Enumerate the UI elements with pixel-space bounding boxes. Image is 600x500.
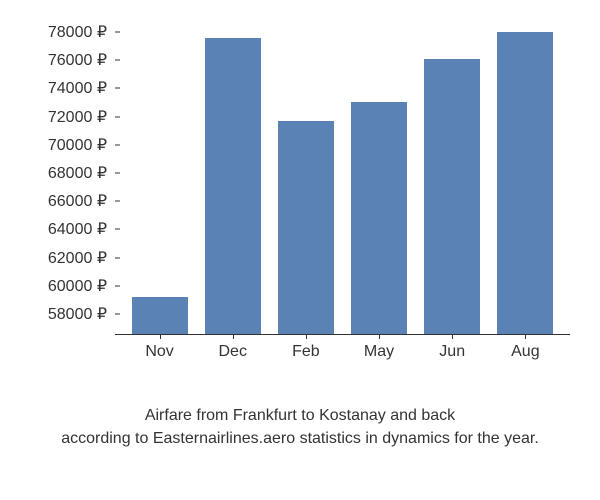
y-tick-label: 74000 ₽ [48,78,107,98]
y-tick-mark [115,32,120,33]
price-bar-chart: 58000 ₽ 60000 ₽ 62000 ₽ 64000 ₽ 66000 ₽ 68000… [30,25,570,375]
bar [132,297,188,334]
y-tick-mark [115,285,120,286]
x-tick-mark [306,334,307,339]
caption-line-2: according to Easternairlines.aero statis… [30,428,570,450]
y-tick-mark [115,229,120,230]
y-tick-label: 76000 ₽ [48,50,107,70]
x-tick-mark [233,334,234,339]
y-tick-label: 72000 ₽ [48,107,107,127]
plot-area [115,25,570,335]
x-tick-mark [160,334,161,339]
y-tick-mark [115,116,120,117]
x-tick-label: Nov [132,343,188,361]
bar [424,59,480,334]
bar [205,38,261,334]
chart-caption: Airfare from Frankfurt to Kostanay and b… [30,405,570,450]
y-tick-mark [115,172,120,173]
x-axis-labels: Nov Dec Feb May Jun Aug [115,343,570,361]
bar [351,102,407,335]
x-tick-label: Jun [424,343,480,361]
y-tick-label: 58000 ₽ [48,304,107,324]
x-tick-mark [525,334,526,339]
y-tick-label: 78000 ₽ [48,22,107,42]
y-tick-label: 62000 ₽ [48,248,107,268]
caption-line-1: Airfare from Frankfurt to Kostanay and b… [30,405,570,427]
y-tick-mark [115,88,120,89]
bar [497,32,553,334]
y-tick-label: 64000 ₽ [48,219,107,239]
y-tick-mark [115,257,120,258]
y-tick-label: 68000 ₽ [48,163,107,183]
x-tick-label: Aug [497,343,553,361]
y-tick-label: 70000 ₽ [48,135,107,155]
y-tick-label: 60000 ₽ [48,276,107,296]
y-axis: 58000 ₽ 60000 ₽ 62000 ₽ 64000 ₽ 66000 ₽ 68000… [30,25,115,335]
y-tick-mark [115,201,120,202]
x-tick-label: Feb [278,343,334,361]
x-tick-mark [379,334,380,339]
bars-group [115,25,570,334]
bar [278,121,334,334]
y-tick-mark [115,313,120,314]
y-tick-label: 66000 ₽ [48,191,107,211]
x-tick-label: May [351,343,407,361]
y-tick-mark [115,60,120,61]
x-tick-mark [452,334,453,339]
y-tick-mark [115,144,120,145]
x-tick-label: Dec [205,343,261,361]
